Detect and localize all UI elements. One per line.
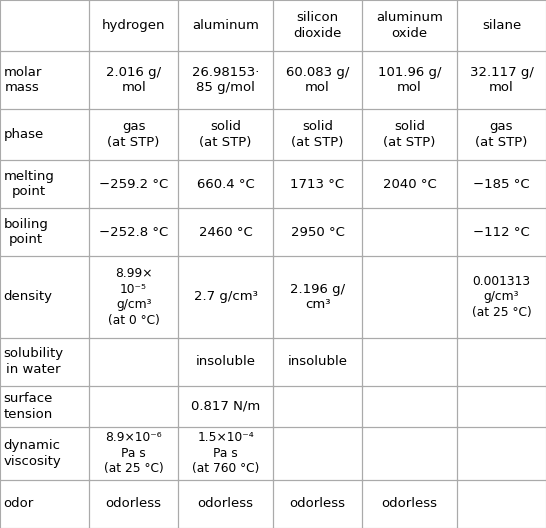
Text: 101.96 g/
mol: 101.96 g/ mol	[378, 65, 441, 94]
Text: 2950 °C: 2950 °C	[290, 225, 345, 239]
Text: gas
(at STP): gas (at STP)	[475, 120, 527, 149]
Text: solid
(at STP): solid (at STP)	[199, 120, 252, 149]
Text: phase: phase	[3, 128, 44, 141]
Text: melting
point: melting point	[3, 170, 54, 199]
Text: 32.117 g/
mol: 32.117 g/ mol	[470, 65, 533, 94]
Text: solid
(at STP): solid (at STP)	[383, 120, 436, 149]
Text: 0.817 N/m: 0.817 N/m	[191, 400, 260, 413]
Text: 2.196 g/
cm³: 2.196 g/ cm³	[290, 282, 345, 311]
Text: 2.016 g/
mol: 2.016 g/ mol	[106, 65, 161, 94]
Text: insoluble: insoluble	[195, 355, 256, 368]
Text: 8.99×
10⁻⁵
g/cm³
(at 0 °C): 8.99× 10⁻⁵ g/cm³ (at 0 °C)	[108, 267, 159, 327]
Text: boiling
point: boiling point	[3, 218, 48, 247]
Text: −185 °C: −185 °C	[473, 177, 530, 191]
Text: 2.7 g/cm³: 2.7 g/cm³	[194, 290, 258, 304]
Text: −112 °C: −112 °C	[473, 225, 530, 239]
Text: −259.2 °C: −259.2 °C	[99, 177, 168, 191]
Text: molar
mass: molar mass	[3, 65, 41, 94]
Text: 26.98153·
85 g/mol: 26.98153· 85 g/mol	[192, 65, 259, 94]
Text: gas
(at STP): gas (at STP)	[108, 120, 160, 149]
Text: aluminum: aluminum	[192, 19, 259, 32]
Text: odor: odor	[3, 497, 33, 511]
Text: 2460 °C: 2460 °C	[199, 225, 252, 239]
Text: silicon
dioxide: silicon dioxide	[293, 11, 342, 40]
Text: hydrogen: hydrogen	[102, 19, 165, 32]
Text: 1.5×10⁻⁴
Pa s
(at 760 °C): 1.5×10⁻⁴ Pa s (at 760 °C)	[192, 431, 259, 475]
Text: silane: silane	[482, 19, 521, 32]
Text: dynamic
viscosity: dynamic viscosity	[3, 439, 61, 468]
Text: 2040 °C: 2040 °C	[383, 177, 436, 191]
Text: solid
(at STP): solid (at STP)	[292, 120, 344, 149]
Text: 0.001313
g/cm³
(at 25 °C): 0.001313 g/cm³ (at 25 °C)	[472, 275, 531, 319]
Text: odorless: odorless	[289, 497, 346, 511]
Text: odorless: odorless	[105, 497, 162, 511]
Text: odorless: odorless	[382, 497, 437, 511]
Text: aluminum
oxide: aluminum oxide	[376, 11, 443, 40]
Text: insoluble: insoluble	[288, 355, 348, 368]
Text: 660.4 °C: 660.4 °C	[197, 177, 254, 191]
Text: odorless: odorless	[198, 497, 253, 511]
Text: 8.9×10⁻⁶
Pa s
(at 25 °C): 8.9×10⁻⁶ Pa s (at 25 °C)	[104, 431, 163, 475]
Text: −252.8 °C: −252.8 °C	[99, 225, 168, 239]
Text: solubility
in water: solubility in water	[3, 347, 63, 376]
Text: 1713 °C: 1713 °C	[290, 177, 345, 191]
Text: 60.083 g/
mol: 60.083 g/ mol	[286, 65, 349, 94]
Text: density: density	[3, 290, 52, 304]
Text: surface
tension: surface tension	[3, 392, 52, 420]
